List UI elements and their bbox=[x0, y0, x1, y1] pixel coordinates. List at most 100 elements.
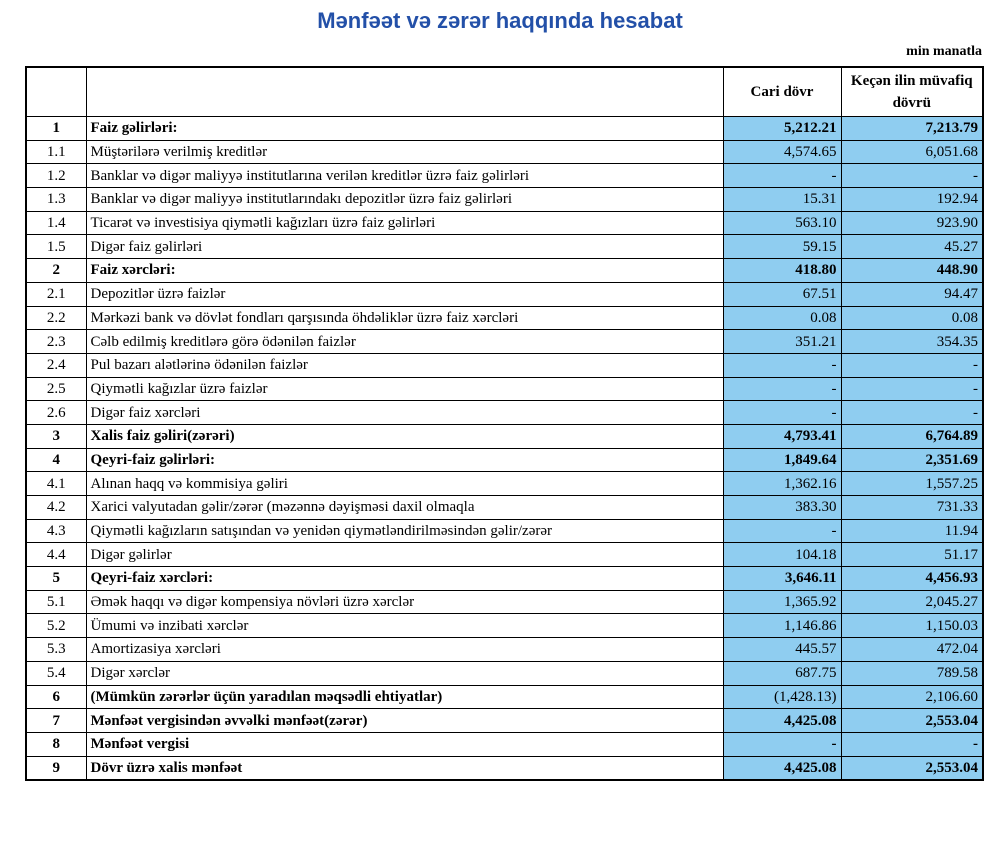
table-row: 2.3 Cəlb edilmiş kreditlərə görə ödənilən… bbox=[25, 329, 984, 354]
row-label: Müştərilərə verilmiş kreditlər bbox=[85, 139, 724, 165]
value-cell: 51.17 bbox=[840, 542, 984, 568]
table-row: 1.2 Banklar və digər maliyyə institutları… bbox=[25, 163, 984, 189]
value-cell: 731.33 bbox=[840, 495, 984, 520]
value-cell: 1,146.86 bbox=[722, 613, 842, 639]
value-cell: 104.18 bbox=[722, 542, 842, 568]
value-cell: 6,051.68 bbox=[840, 139, 984, 165]
value-cell: - bbox=[722, 400, 842, 425]
row-label: Ümumi və inzibati xərclər bbox=[85, 613, 724, 639]
header-cell bbox=[25, 66, 87, 117]
table-row: 4 Qeyri-faiz gəlirləri: 1,849.64 2,351.69 bbox=[25, 447, 984, 473]
value-cell: 59.15 bbox=[722, 234, 842, 260]
value-cell: 1,362.16 bbox=[722, 471, 842, 496]
value-cell: 2,045.27 bbox=[840, 589, 984, 615]
row-number: 2 bbox=[25, 258, 87, 283]
table-row: 5.1 Əmək haqqı və digər kompensiya növlər… bbox=[25, 589, 984, 615]
unit-label: min manatla bbox=[906, 44, 982, 59]
row-number: 9 bbox=[25, 755, 87, 781]
value-cell: - bbox=[722, 376, 842, 402]
row-label: Xarici valyutadan gəlir/zərər (məzənnə d… bbox=[85, 495, 724, 520]
value-cell: 472.04 bbox=[840, 637, 984, 662]
row-number: 2.1 bbox=[25, 281, 87, 307]
title: Mənfəət və zərər haqqında hesabat bbox=[317, 8, 683, 33]
value-cell: - bbox=[722, 731, 842, 757]
table-row: 1.5 Digər faiz gəlirləri 59.15 45.27 bbox=[25, 234, 984, 260]
table-row: 4.2 Xarici valyutadan gəlir/zərər (məzənn… bbox=[25, 495, 984, 520]
row-number: 5 bbox=[25, 566, 87, 591]
value-cell: 7,213.79 bbox=[840, 116, 984, 141]
row-number: 4.2 bbox=[25, 495, 87, 520]
value-cell: - bbox=[840, 163, 984, 189]
row-number: 5.4 bbox=[25, 660, 87, 686]
row-number: 8 bbox=[25, 731, 87, 757]
table-row: 4.1 Alınan haqq və kommisiya gəliri 1,362.… bbox=[25, 471, 984, 496]
header-cell: Keçən ilin müvafiq dövrü bbox=[840, 66, 984, 117]
value-cell: - bbox=[840, 352, 984, 378]
value-cell: 192.94 bbox=[840, 187, 984, 212]
value-cell: 687.75 bbox=[722, 660, 842, 686]
value-cell: 4,425.08 bbox=[722, 755, 842, 781]
table-row: 2.1 Depozitlər üzrə faizlər 67.51 94.47 bbox=[25, 281, 984, 307]
value-cell: - bbox=[722, 352, 842, 378]
row-number: 4.4 bbox=[25, 542, 87, 568]
value-cell: 923.90 bbox=[840, 210, 984, 236]
value-cell: 67.51 bbox=[722, 281, 842, 307]
row-label: Pul bazarı alətlərinə ödənilən faizlər bbox=[85, 352, 724, 378]
header-row: Cari dövr Keçən ilin müvafiq dövrü bbox=[25, 66, 984, 117]
table-row: 2 Faiz xərcləri: 418.80 448.90 bbox=[25, 258, 984, 283]
value-cell: 15.31 bbox=[722, 187, 842, 212]
value-cell: - bbox=[722, 163, 842, 189]
row-label: Digər xərclər bbox=[85, 660, 724, 686]
row-label: Digər gəlirlər bbox=[85, 542, 724, 568]
row-label: Əmək haqqı və digər kompensiya növləri ü… bbox=[85, 589, 724, 615]
row-number: 5.3 bbox=[25, 637, 87, 662]
header-cell bbox=[85, 66, 724, 117]
row-number: 2.6 bbox=[25, 400, 87, 425]
table: Cari dövr Keçən ilin müvafiq dövrü 1 Faiz… bbox=[25, 66, 984, 782]
value-cell: - bbox=[722, 518, 842, 544]
row-number: 3 bbox=[25, 423, 87, 449]
table-row: 1.1 Müştərilərə verilmiş kreditlər 4,574.6… bbox=[25, 139, 984, 165]
table-row: 4.4 Digər gəlirlər 104.18 51.17 bbox=[25, 542, 984, 568]
row-label: Amortizasiya xərcləri bbox=[85, 637, 724, 662]
value-cell: 3,646.11 bbox=[722, 566, 842, 591]
row-label: Alınan haqq və kommisiya gəliri bbox=[85, 471, 724, 496]
value-cell: 2,553.04 bbox=[840, 708, 984, 733]
table-row: 1.4 Ticarət və investisiya qiymətli kağız… bbox=[25, 210, 984, 236]
row-number: 4.1 bbox=[25, 471, 87, 496]
row-label: Digər faiz gəlirləri bbox=[85, 234, 724, 260]
value-cell: 2,351.69 bbox=[840, 447, 984, 473]
value-cell: 1,849.64 bbox=[722, 447, 842, 473]
value-cell: 4,425.08 bbox=[722, 708, 842, 733]
value-cell: 4,574.65 bbox=[722, 139, 842, 165]
table-row: 5.4 Digər xərclər 687.75 789.58 bbox=[25, 660, 984, 686]
table-row: 1 Faiz gəlirləri: 5,212.21 7,213.79 bbox=[25, 116, 984, 141]
row-number: 2.5 bbox=[25, 376, 87, 402]
row-number: 4 bbox=[25, 447, 87, 473]
value-cell: 6,764.89 bbox=[840, 423, 984, 449]
header-cell: Cari dövr bbox=[722, 66, 842, 117]
value-cell: 354.35 bbox=[840, 329, 984, 354]
table-row: 1.3 Banklar və digər maliyyə institutları… bbox=[25, 187, 984, 212]
row-number: 1.3 bbox=[25, 187, 87, 212]
table-row: 3 Xalis faiz gəliri(zərəri) 4,793.41 6,764.… bbox=[25, 423, 984, 449]
row-number: 1.2 bbox=[25, 163, 87, 189]
row-number: 1.1 bbox=[25, 139, 87, 165]
value-cell: 1,365.92 bbox=[722, 589, 842, 615]
table-row: 2.6 Digər faiz xərcləri - - bbox=[25, 400, 984, 425]
row-label: Qiymətli kağızların satışından və yenidə… bbox=[85, 518, 724, 544]
value-cell: 0.08 bbox=[840, 305, 984, 331]
table-row: 2.5 Qiymətli kağızlar üzrə faizlər - - bbox=[25, 376, 984, 402]
table-row: 4.3 Qiymətli kağızların satışından və yen… bbox=[25, 518, 984, 544]
table-row: 2.4 Pul bazarı alətlərinə ödənilən faizlə… bbox=[25, 352, 984, 378]
value-cell: 45.27 bbox=[840, 234, 984, 260]
value-cell: 1,557.25 bbox=[840, 471, 984, 496]
value-cell: 2,553.04 bbox=[840, 755, 984, 781]
row-label: Faiz xərcləri: bbox=[85, 258, 724, 283]
table-row: 5.3 Amortizasiya xərcləri 445.57 472.04 bbox=[25, 637, 984, 662]
row-number: 5.2 bbox=[25, 613, 87, 639]
row-number: 1.4 bbox=[25, 210, 87, 236]
value-cell: 383.30 bbox=[722, 495, 842, 520]
row-label: Mərkəzi bank və dövlət fondları qarşısın… bbox=[85, 305, 724, 331]
value-cell: 11.94 bbox=[840, 518, 984, 544]
